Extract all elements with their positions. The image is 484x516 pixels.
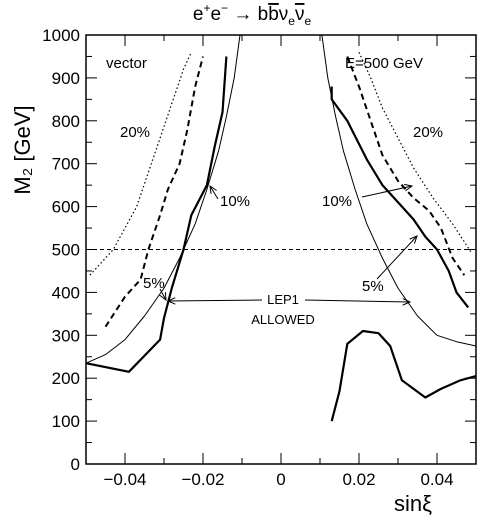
label-5pct-right: 5% <box>362 278 384 295</box>
axis-ticks <box>85 34 477 465</box>
label-20pct-left: 20% <box>120 124 150 141</box>
arrow-10pct-left <box>209 184 219 200</box>
y-tick-label: 800 <box>52 112 80 131</box>
y-axis-label: M₂ [GeV] <box>10 105 35 194</box>
arrow-5pct-left <box>159 288 167 302</box>
label-10pct-left: 10% <box>220 193 250 210</box>
arrow-lep1-right <box>304 298 412 306</box>
label-10pct-right: 10% <box>322 193 352 210</box>
series-dotted-segment-0 <box>89 51 192 276</box>
tick-labels: 0 100 200 300 400 500 600 700 800 900 1000 −0.04 −0.… <box>42 26 453 489</box>
y-tick-label: 0 <box>71 455 80 474</box>
x-tick-label: 0.04 <box>420 470 453 489</box>
series-solid-thick-segment-2 <box>330 329 477 422</box>
title-e1: e <box>193 4 204 25</box>
x-tick-label: 0 <box>276 470 285 489</box>
chart-title: e+e− → bbνeνe <box>193 1 312 28</box>
x-tick-label: 0.02 <box>342 470 375 489</box>
y-tick-label: 700 <box>52 155 80 174</box>
title-e2: e <box>210 4 221 25</box>
title-nu1-sub: e <box>288 14 295 28</box>
arrow-5pct-right <box>376 235 418 280</box>
title-b1: b <box>258 4 269 25</box>
series-solid-thick-segment-1 <box>330 86 470 309</box>
label-5pct-left: 5% <box>143 275 165 292</box>
series-solid-thin-segment-0 <box>85 34 241 364</box>
y-tick-label: 500 <box>52 241 80 260</box>
y-tick-label: 100 <box>52 412 80 431</box>
title-sup1: + <box>203 1 210 15</box>
title-nu1: ν <box>279 4 289 25</box>
title-sup2: − <box>221 1 228 15</box>
vector-label: vector <box>106 55 147 72</box>
y-tick-label: 200 <box>52 369 80 388</box>
x-tick-label: −0.02 <box>181 470 224 489</box>
title-b2: b <box>268 4 279 25</box>
y-tick-label: 300 <box>52 326 80 345</box>
y-tick-label: 1000 <box>42 26 80 45</box>
lep1-label: LEP1 <box>267 292 299 307</box>
series-dashed-segment-1 <box>346 56 466 276</box>
arrow-lep1-left <box>166 297 263 305</box>
x-tick-label: −0.04 <box>103 470 146 489</box>
energy-label: E=500 GeV <box>345 55 423 72</box>
label-20pct-right: 20% <box>413 124 443 141</box>
allowed-label: ALLOWED <box>251 312 315 327</box>
annotation-arrows <box>159 183 418 306</box>
curves-layer <box>85 34 477 422</box>
title-arrow: → <box>228 4 258 25</box>
title-nu2-sub: e <box>304 14 311 28</box>
arrow-10pct-right <box>361 183 414 198</box>
y-tick-label: 900 <box>52 69 80 88</box>
title-nu2: ν <box>295 4 305 25</box>
y-tick-label: 600 <box>52 198 80 217</box>
x-axis-label: sinξ <box>394 491 432 516</box>
series-solid-thin-segment-1 <box>321 34 477 347</box>
y-tick-label: 400 <box>52 283 80 302</box>
